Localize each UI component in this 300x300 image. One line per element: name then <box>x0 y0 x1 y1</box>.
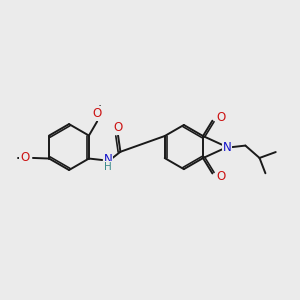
Text: O: O <box>92 107 102 120</box>
Text: O: O <box>20 152 29 164</box>
Text: N: N <box>104 153 112 166</box>
Text: H: H <box>104 162 112 172</box>
Text: N: N <box>223 141 232 154</box>
Text: O: O <box>216 170 225 183</box>
Text: O: O <box>216 111 225 124</box>
Text: O: O <box>113 121 123 134</box>
